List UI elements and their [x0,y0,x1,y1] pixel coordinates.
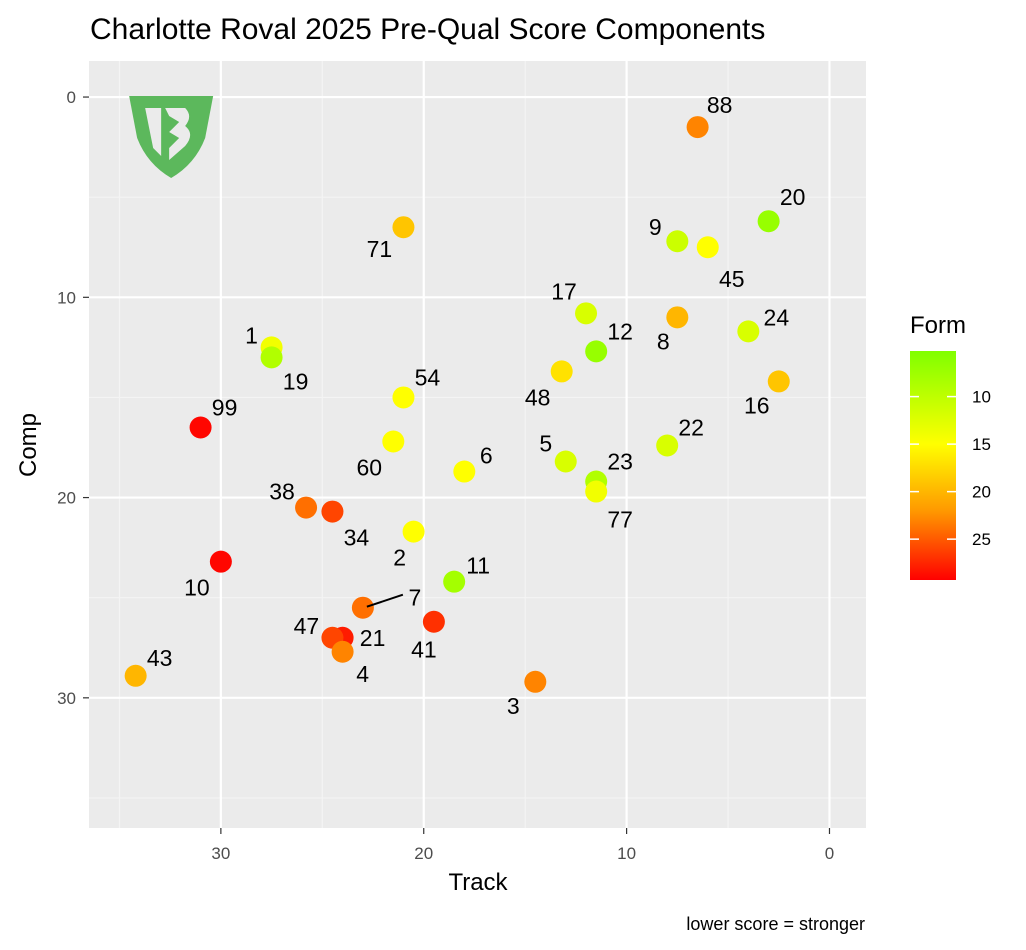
point-34 [321,500,344,523]
plot-panel [89,61,866,828]
point-label-7: 7 [408,585,421,611]
point-label-19: 19 [283,368,309,394]
axes: 30 20 10 0 0 10 20 30 [57,88,834,863]
point-label-10: 10 [184,575,210,601]
logo-letters [145,108,191,161]
point-48 [550,360,573,383]
legend-tick-label: 20 [972,483,991,502]
legend-title: Form [910,312,966,339]
point-9 [666,230,689,253]
point-label-88: 88 [707,92,733,118]
point-label-2: 2 [393,545,406,571]
point-2 [402,520,425,543]
point-3 [524,670,547,693]
point-20 [757,210,780,233]
x-tick-label: 30 [211,844,230,863]
point-label-5: 5 [539,431,552,457]
point-label-17: 17 [551,278,577,304]
legend-tick-label: 25 [972,530,991,549]
point-24 [737,320,760,343]
point-label-34: 34 [344,525,370,551]
point-8 [666,306,689,329]
point-16 [767,370,790,393]
point-label-99: 99 [212,394,238,420]
chart-title: Charlotte Roval 2025 Pre-Qual Score Comp… [90,13,765,46]
y-tick-label: 30 [57,689,76,708]
point-54 [392,386,415,409]
point-4 [331,640,354,663]
y-tick-label: 0 [67,88,76,107]
point-label-38: 38 [269,479,295,505]
point-label-21: 21 [360,625,386,651]
data-points [124,116,790,693]
point-label-22: 22 [678,415,704,441]
point-22 [656,434,679,457]
x-tick-label: 10 [617,844,636,863]
point-label-4: 4 [356,661,369,687]
point-label-24: 24 [764,304,790,330]
point-label-54: 54 [415,364,441,390]
point-label-41: 41 [411,637,437,663]
point-6 [453,460,476,483]
point-71 [392,216,415,239]
team-logo: BC [129,96,214,179]
point-label-48: 48 [525,384,551,410]
x-tick-label: 20 [414,844,433,863]
point-12 [585,340,608,363]
point-label-45: 45 [719,266,745,292]
point-99 [189,416,212,439]
caption: lower score = stronger [686,914,865,934]
point-label-20: 20 [780,184,806,210]
x-tick-label: 0 [825,844,834,863]
legend: Form 10 15 20 25 [910,312,991,580]
legend-colorbar [910,351,956,580]
point-45 [696,236,719,259]
point-label-6: 6 [480,443,493,469]
point-label-71: 71 [367,236,393,262]
x-axis-title: Track [448,869,508,896]
point-label-9: 9 [649,214,662,240]
point-41 [422,610,445,633]
point-label-47: 47 [294,613,320,639]
point-88 [686,116,709,139]
point-label-1: 1 [245,322,258,348]
point-10 [209,550,232,573]
y-tick-label: 20 [57,489,76,508]
y-tick-label: 10 [57,288,76,307]
point-label-60: 60 [357,454,383,480]
point-60 [382,430,405,453]
leader-line-7 [366,593,404,608]
point-label-43: 43 [147,645,173,671]
logo-mark: BC [129,96,214,179]
y-axis-title: Comp [15,413,42,477]
point-label-23: 23 [607,449,633,475]
point-label-77: 77 [607,507,633,533]
point-label-16: 16 [744,392,770,418]
point-label-8: 8 [657,328,670,354]
grid-lines [89,61,866,828]
legend-tick-label: 10 [972,388,991,407]
point-77 [585,480,608,503]
point-7 [351,596,374,619]
point-label-12: 12 [607,318,633,344]
point-label-3: 3 [507,693,520,719]
legend-tick-label: 15 [972,435,991,454]
point-19 [260,346,283,369]
point-5 [554,450,577,473]
point-label-11: 11 [466,553,490,579]
point-38 [295,496,318,519]
point-43 [124,664,147,687]
point-11 [443,570,466,593]
point-17 [575,302,598,325]
